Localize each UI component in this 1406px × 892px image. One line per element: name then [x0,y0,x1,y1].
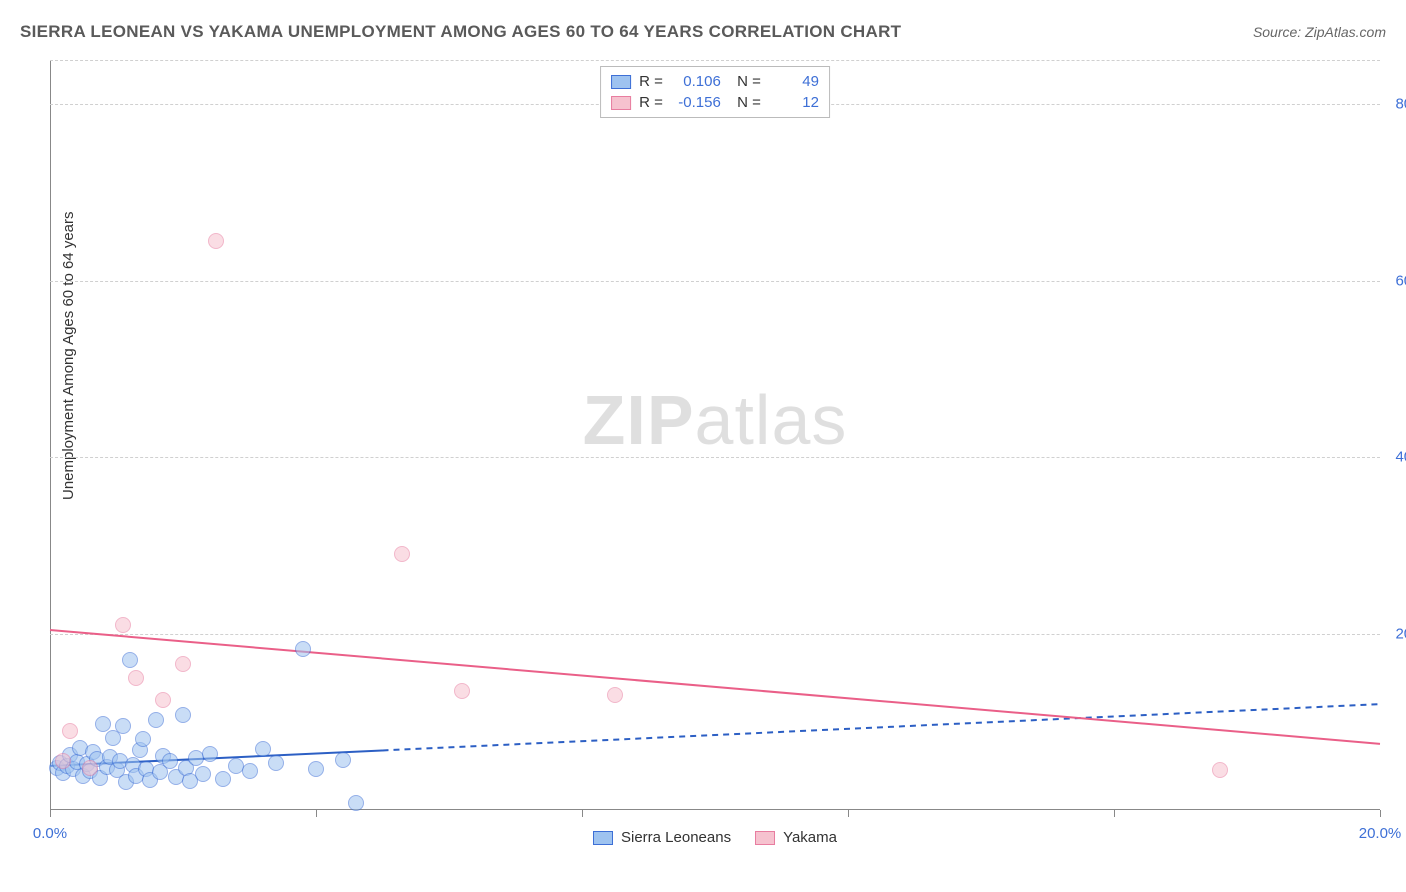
plot-area: Unemployment Among Ages 60 to 64 years 2… [50,60,1380,810]
legend-stat-row: R = 0.106 N = 49 [611,71,819,92]
x-tick-label: 20.0% [1359,825,1402,842]
data-point [394,546,410,562]
data-point [1212,762,1228,778]
x-tick [50,810,51,817]
legend-label: Yakama [783,829,837,846]
x-tick-label: 0.0% [33,825,67,842]
data-point [95,716,111,732]
data-point [215,771,231,787]
data-point [128,670,144,686]
data-point [162,753,178,769]
y-tick-label: 80.0% [1395,96,1406,113]
data-point [115,718,131,734]
x-tick [1114,810,1115,817]
data-point [175,656,191,672]
data-point [348,795,364,811]
y-tick-label: 20.0% [1395,625,1406,642]
data-point [242,763,258,779]
data-point [295,641,311,657]
data-point [268,755,284,771]
legend-swatch [611,96,631,110]
data-point [255,741,271,757]
data-point [195,766,211,782]
data-point [175,707,191,723]
legend-swatch [593,831,613,845]
x-tick [848,810,849,817]
legend-stat-row: R = -0.156 N = 12 [611,92,819,113]
data-point [155,692,171,708]
legend-label: Sierra Leoneans [621,829,731,846]
trend-lines [50,60,1380,810]
x-tick [1380,810,1381,817]
data-point [208,233,224,249]
series-legend: Sierra Leoneans Yakama [593,829,837,846]
legend-item: Sierra Leoneans [593,829,731,846]
data-point [454,683,470,699]
legend-swatch [755,831,775,845]
x-tick [582,810,583,817]
data-point [62,723,78,739]
data-point [308,761,324,777]
data-point [122,652,138,668]
data-point [202,746,218,762]
data-point [607,687,623,703]
data-point [135,731,151,747]
data-point [148,712,164,728]
x-tick [316,810,317,817]
data-point [82,760,98,776]
data-point [55,753,71,769]
data-point [115,617,131,633]
legend-item: Yakama [755,829,837,846]
source-attribution: Source: ZipAtlas.com [1253,24,1386,40]
correlation-legend: R = 0.106 N = 49R = -0.156 N = 12 [600,66,830,118]
y-tick-label: 40.0% [1395,449,1406,466]
chart-title: SIERRA LEONEAN VS YAKAMA UNEMPLOYMENT AM… [20,22,901,42]
y-tick-label: 60.0% [1395,272,1406,289]
data-point [335,752,351,768]
legend-swatch [611,75,631,89]
